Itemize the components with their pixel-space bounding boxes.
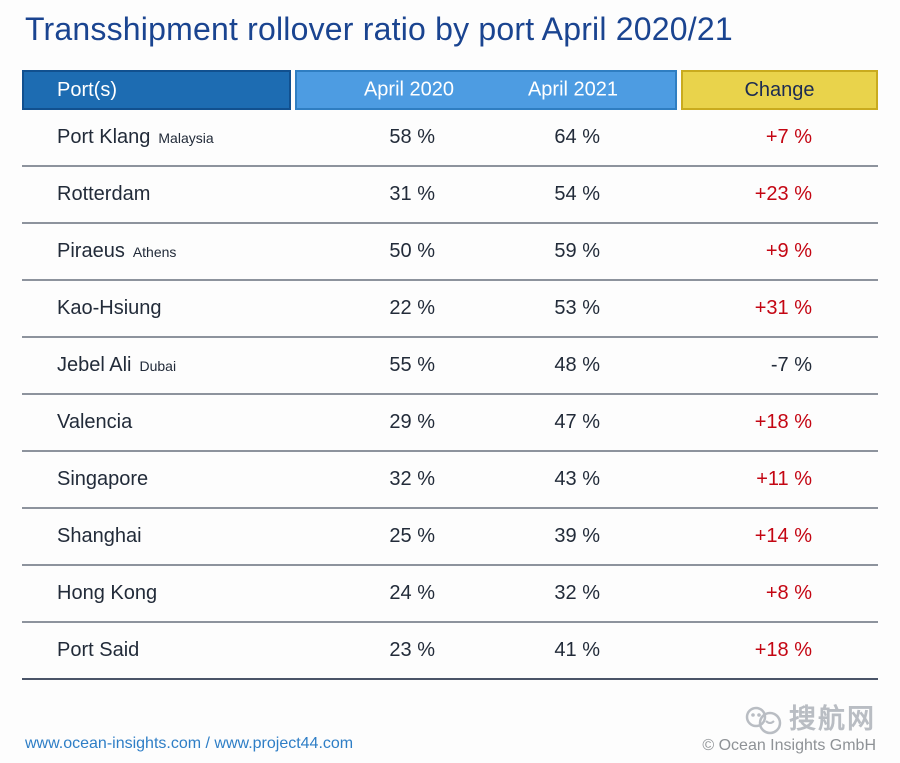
port-cell: Port Klang Malaysia <box>22 126 332 149</box>
april-2021-value: 43 % <box>554 468 600 490</box>
april-2020-value: 32 % <box>389 468 435 490</box>
port-name: Singapore <box>57 468 149 490</box>
april-2021-value: 41 % <box>554 639 600 661</box>
table-body: Port Klang Malaysia 58 % 64 % +7 % Rotter… <box>22 110 878 680</box>
port-cell: Rotterdam <box>22 183 332 206</box>
change-value: +8 % <box>765 582 812 604</box>
april-2021-value: 32 % <box>554 582 600 604</box>
table-row: Kao-Hsiung 22 % 53 % +31 % <box>22 281 878 338</box>
change-value: +23 % <box>754 183 812 205</box>
april-2021-value: 53 % <box>554 297 600 319</box>
april-2021-value: 39 % <box>554 525 600 547</box>
table-row: Piraeus Athens 50 % 59 % +9 % <box>22 224 878 281</box>
april-2020-value: 31 % <box>389 183 435 205</box>
april-2020-value: 58 % <box>389 126 435 148</box>
table-row: Singapore 32 % 43 % +11 % <box>22 452 878 509</box>
port-cell: Shanghai <box>22 525 332 548</box>
port-cell: Valencia <box>22 411 332 434</box>
port-sublabel: Athens <box>132 244 177 260</box>
change-value: +18 % <box>754 411 812 433</box>
port-name: Port Said <box>57 639 140 661</box>
port-name: Shanghai <box>57 525 142 547</box>
april-2021-value: 47 % <box>554 411 600 433</box>
table-row: Shanghai 25 % 39 % +14 % <box>22 509 878 566</box>
port-name: Jebel Ali <box>57 354 132 376</box>
april-2020-value: 55 % <box>389 354 435 376</box>
port-name: Piraeus <box>57 240 125 262</box>
column-header-april-2021: April 2021 <box>527 78 619 101</box>
port-cell: Kao-Hsiung <box>22 297 332 320</box>
april-2020-value: 29 % <box>389 411 435 433</box>
column-header-april-2020: April 2020 <box>363 78 455 101</box>
table-header: Port(s) April 2020 April 2021 Change <box>22 70 878 110</box>
april-2020-value: 23 % <box>389 639 435 661</box>
change-value: +9 % <box>765 240 812 262</box>
change-value: +14 % <box>754 525 812 547</box>
column-header-months: April 2020 April 2021 <box>295 70 677 110</box>
april-2021-value: 48 % <box>554 354 600 376</box>
change-value: +7 % <box>765 126 812 148</box>
column-header-ports: Port(s) <box>22 70 291 110</box>
port-cell: Singapore <box>22 468 332 491</box>
change-value: +31 % <box>754 297 812 319</box>
table-row: Port Klang Malaysia 58 % 64 % +7 % <box>22 110 878 167</box>
april-2021-value: 59 % <box>554 240 600 262</box>
footer-links[interactable]: www.ocean-insights.com / www.project44.c… <box>25 735 354 752</box>
column-header-change: Change <box>681 70 878 110</box>
port-name: Port Klang <box>57 126 151 148</box>
port-cell: Piraeus Athens <box>22 240 332 263</box>
port-name: Valencia <box>57 411 133 433</box>
april-2021-value: 64 % <box>554 126 600 148</box>
table-row: Jebel Ali Dubai 55 % 48 % -7 % <box>22 338 878 395</box>
watermark-logo-icon <box>741 703 785 735</box>
footer-right: 搜航网 © Ocean Insights GmbH <box>702 703 876 755</box>
change-value: +18 % <box>754 639 812 661</box>
port-sublabel: Dubai <box>139 358 177 374</box>
april-2020-value: 50 % <box>389 240 435 262</box>
port-name: Kao-Hsiung <box>57 297 162 319</box>
copyright: © Ocean Insights GmbH <box>702 737 876 754</box>
port-name: Rotterdam <box>57 183 151 205</box>
table-row: Valencia 29 % 47 % +18 % <box>22 395 878 452</box>
april-2020-value: 25 % <box>389 525 435 547</box>
watermark: 搜航网 <box>741 703 876 735</box>
april-2020-value: 22 % <box>389 297 435 319</box>
port-cell: Port Said <box>22 639 332 662</box>
table-row: Hong Kong 24 % 32 % +8 % <box>22 566 878 623</box>
april-2021-value: 54 % <box>554 183 600 205</box>
port-cell: Hong Kong <box>22 582 332 605</box>
change-value: -7 % <box>770 354 812 376</box>
port-sublabel: Malaysia <box>158 130 214 146</box>
change-value: +11 % <box>756 468 812 490</box>
april-2020-value: 24 % <box>389 582 435 604</box>
page-title: Transshipment rollover ratio by port Apr… <box>25 11 733 47</box>
port-cell: Jebel Ali Dubai <box>22 354 332 377</box>
port-name: Hong Kong <box>57 582 158 604</box>
watermark-text: 搜航网 <box>789 703 876 734</box>
table-row: Port Said 23 % 41 % +18 % <box>22 623 878 680</box>
table-row: Rotterdam 31 % 54 % +23 % <box>22 167 878 224</box>
